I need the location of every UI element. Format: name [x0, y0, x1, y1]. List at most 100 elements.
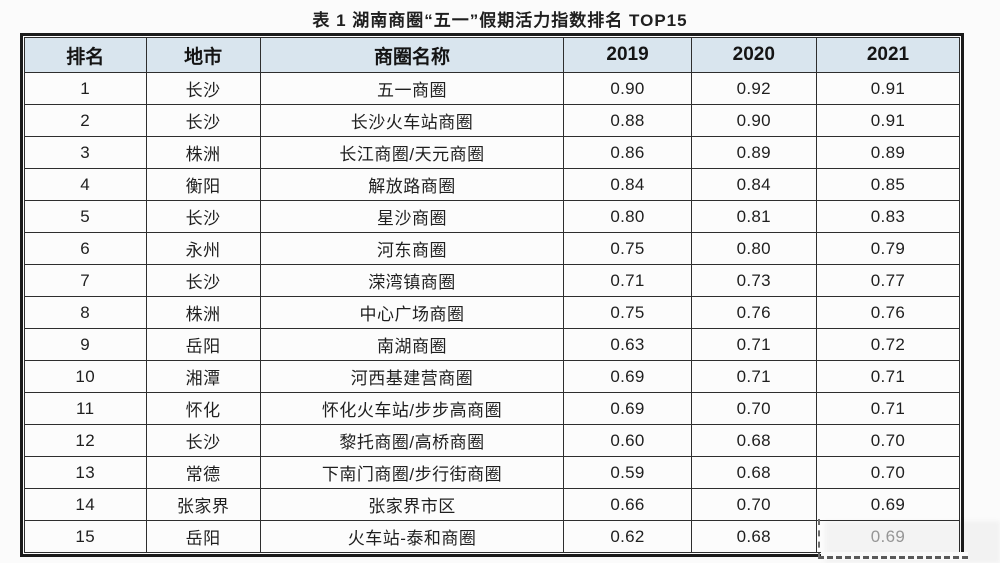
cell-district: 五一商圈 [259, 72, 565, 105]
header-rank: 排名 [24, 37, 147, 73]
table-row: 5 长沙 星沙商圈 0.80 0.81 0.83 [24, 200, 961, 233]
cell-rank: 6 [24, 232, 147, 265]
cell-2019: 0.86 [563, 136, 692, 169]
cell-2019: 0.90 [563, 72, 692, 105]
cell-city: 长沙 [145, 104, 261, 137]
cell-2021: 0.89 [815, 136, 961, 169]
cell-city: 岳阳 [145, 328, 261, 361]
cell-district: 张家界市区 [259, 488, 565, 521]
cell-2019: 0.69 [563, 360, 692, 393]
cell-2021: 0.91 [815, 72, 961, 105]
cell-2021: 0.77 [815, 264, 961, 297]
cell-2021: 0.85 [815, 168, 961, 201]
header-city: 地市 [145, 37, 261, 73]
header-2021: 2021 [815, 37, 961, 73]
cell-district: 怀化火车站/步步高商圈 [259, 392, 565, 425]
cell-city: 永州 [145, 232, 261, 265]
ranking-table: 排名 地市 商圈名称 2019 2020 2021 1 长沙 五一商圈 0.90… [24, 37, 961, 553]
cell-2021: 0.79 [815, 232, 961, 265]
cell-city: 株洲 [145, 296, 261, 329]
table-row: 13 常德 下南门商圈/步行街商圈 0.59 0.68 0.70 [24, 456, 961, 489]
header-district: 商圈名称 [259, 37, 565, 73]
table-row: 14 张家界 张家界市区 0.66 0.70 0.69 [24, 488, 961, 521]
cell-district: 河西基建营商圈 [259, 360, 565, 393]
cell-2020: 0.70 [690, 392, 817, 425]
cell-city: 岳阳 [145, 520, 261, 553]
cell-district: 解放路商圈 [259, 168, 565, 201]
cell-2021: 0.76 [815, 296, 961, 329]
cell-2020: 0.73 [690, 264, 817, 297]
cell-district: 下南门商圈/步行街商圈 [259, 456, 565, 489]
cell-2020: 0.68 [690, 456, 817, 489]
table-row: 2 长沙 长沙火车站商圈 0.88 0.90 0.91 [24, 104, 961, 137]
cell-2021: 0.83 [815, 200, 961, 233]
table-body: 1 长沙 五一商圈 0.90 0.92 0.91 2 长沙 长沙火车站商圈 0.… [24, 72, 961, 553]
cell-2020: 0.92 [690, 72, 817, 105]
table-row: 4 衡阳 解放路商圈 0.84 0.84 0.85 [24, 168, 961, 201]
cell-city: 衡阳 [145, 168, 261, 201]
table-row: 15 岳阳 火车站-泰和商圈 0.62 0.68 0.69 [24, 520, 961, 553]
cell-district: 星沙商圈 [259, 200, 565, 233]
table-row: 9 岳阳 南湖商圈 0.63 0.71 0.72 [24, 328, 961, 361]
cell-rank: 7 [24, 264, 147, 297]
cell-city: 怀化 [145, 392, 261, 425]
cell-2019: 0.60 [563, 424, 692, 457]
cell-2020: 0.71 [690, 360, 817, 393]
cell-district: 黎托商圈/高桥商圈 [259, 424, 565, 457]
table-row: 6 永州 河东商圈 0.75 0.80 0.79 [24, 232, 961, 265]
cell-2021: 0.71 [815, 360, 961, 393]
cell-district: 长沙火车站商圈 [259, 104, 565, 137]
cell-rank: 9 [24, 328, 147, 361]
cell-2019: 0.71 [563, 264, 692, 297]
table-row: 3 株洲 长江商圈/天元商圈 0.86 0.89 0.89 [24, 136, 961, 169]
cell-city: 常德 [145, 456, 261, 489]
cell-2019: 0.84 [563, 168, 692, 201]
cell-rank: 10 [24, 360, 147, 393]
cell-rank: 13 [24, 456, 147, 489]
cell-rank: 5 [24, 200, 147, 233]
cell-2019: 0.80 [563, 200, 692, 233]
header-2019: 2019 [563, 37, 692, 73]
cell-2020: 0.76 [690, 296, 817, 329]
table-row: 1 长沙 五一商圈 0.90 0.92 0.91 [24, 72, 961, 105]
cell-2020: 0.68 [690, 520, 817, 553]
cell-district: 火车站-泰和商圈 [259, 520, 565, 553]
cell-rank: 3 [24, 136, 147, 169]
table-header: 排名 地市 商圈名称 2019 2020 2021 [24, 37, 961, 73]
cell-city: 长沙 [145, 264, 261, 297]
cell-2021: 0.70 [815, 456, 961, 489]
cell-2019: 0.62 [563, 520, 692, 553]
cell-2019: 0.69 [563, 392, 692, 425]
cell-city: 长沙 [145, 200, 261, 233]
cell-2020: 0.70 [690, 488, 817, 521]
cell-rank: 14 [24, 488, 147, 521]
cell-district: 南湖商圈 [259, 328, 565, 361]
cell-rank: 4 [24, 168, 147, 201]
cell-rank: 11 [24, 392, 147, 425]
cell-2019: 0.66 [563, 488, 692, 521]
cell-2019: 0.75 [563, 232, 692, 265]
table-row: 11 怀化 怀化火车站/步步高商圈 0.69 0.70 0.71 [24, 392, 961, 425]
cell-2021: 0.71 [815, 392, 961, 425]
cell-rank: 1 [24, 72, 147, 105]
cell-district: 河东商圈 [259, 232, 565, 265]
cell-rank: 12 [24, 424, 147, 457]
cell-2020: 0.81 [690, 200, 817, 233]
table-row: 8 株洲 中心广场商圈 0.75 0.76 0.76 [24, 296, 961, 329]
cell-2021: 0.72 [815, 328, 961, 361]
cell-2020: 0.71 [690, 328, 817, 361]
cell-city: 湘潭 [145, 360, 261, 393]
cell-2021: 0.70 [815, 424, 961, 457]
cell-rank: 2 [24, 104, 147, 137]
cell-district: 长江商圈/天元商圈 [259, 136, 565, 169]
cell-2019: 0.88 [563, 104, 692, 137]
cell-2019: 0.63 [563, 328, 692, 361]
cell-2020: 0.89 [690, 136, 817, 169]
cell-2020: 0.80 [690, 232, 817, 265]
table-row: 10 湘潭 河西基建营商圈 0.69 0.71 0.71 [24, 360, 961, 393]
header-2020: 2020 [690, 37, 817, 73]
cell-2020: 0.68 [690, 424, 817, 457]
cell-city: 长沙 [145, 424, 261, 457]
border-mask [821, 552, 968, 560]
